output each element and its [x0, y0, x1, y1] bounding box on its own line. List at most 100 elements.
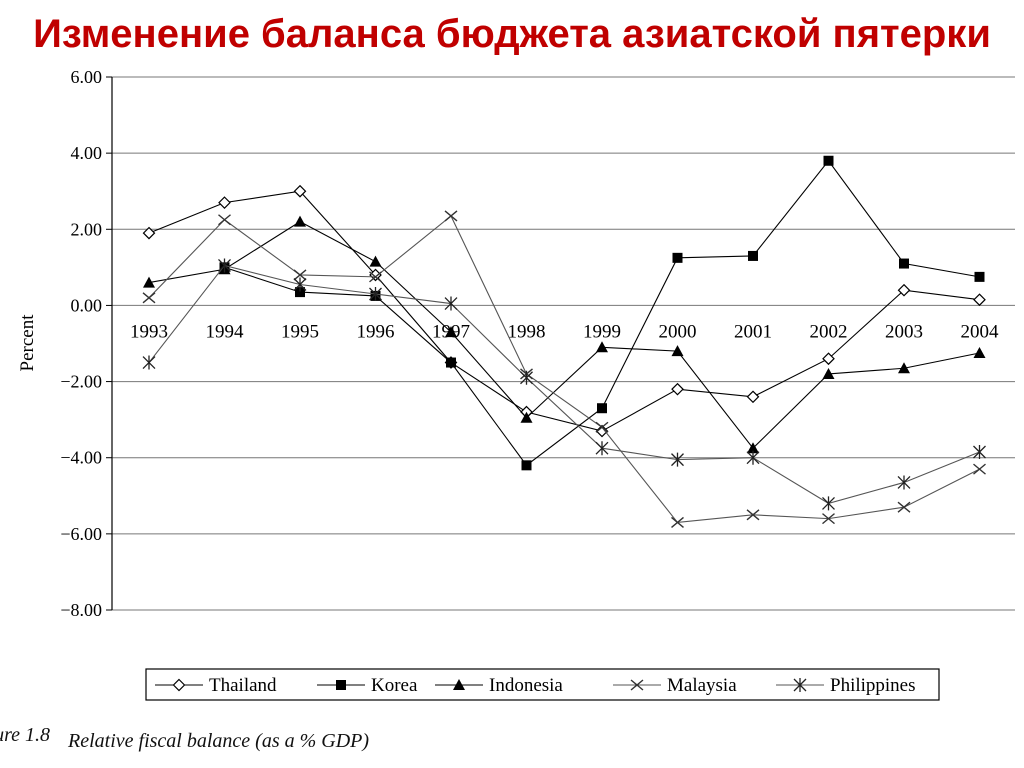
- x-tick-label: 2004: [961, 321, 1000, 342]
- data-point: [293, 269, 307, 281]
- y-tick-label: 6.00: [71, 67, 103, 87]
- y-tick-label: −2.00: [60, 372, 102, 392]
- data-point: [973, 293, 986, 307]
- data-point: [336, 680, 346, 690]
- data-point: [218, 214, 231, 226]
- x-tick-label: 1999: [583, 321, 621, 342]
- data-point: [746, 450, 760, 465]
- series-line: [224, 159, 980, 467]
- x-tick-label: 1993: [130, 321, 168, 342]
- data-point: [671, 452, 684, 467]
- data-point: [822, 352, 835, 366]
- figure-caption-text: Relative fiscal balance (as a % GDP): [68, 730, 370, 752]
- data-point: [293, 184, 307, 198]
- series-layer: [142, 155, 986, 528]
- legend-label: Malaysia: [667, 675, 737, 696]
- figure-caption: ure 1.8 Relative fiscal balance (as a % G…: [0, 724, 369, 753]
- legend-label: Philippines: [830, 675, 916, 696]
- data-point: [293, 277, 307, 292]
- data-point: [143, 276, 155, 288]
- series-philippines: [142, 258, 986, 511]
- x-tick-labels: 1993199419951996199719981999200020012002…: [130, 321, 999, 342]
- y-axis-label: Percent: [17, 314, 38, 372]
- legend-entry: Thailand: [155, 675, 277, 696]
- series-line: [148, 264, 980, 504]
- data-point: [369, 271, 382, 283]
- y-tick-label: −8.00: [60, 600, 102, 620]
- y-tick-label: 4.00: [71, 143, 103, 163]
- grid-lines: [112, 76, 1015, 611]
- data-point: [793, 678, 807, 692]
- x-tick-label: 2000: [659, 321, 697, 342]
- series-korea: [219, 155, 985, 471]
- data-point: [172, 678, 186, 692]
- data-point: [630, 679, 644, 691]
- data-point: [453, 679, 465, 690]
- y-tick-label: 0.00: [71, 295, 103, 315]
- data-point: [595, 441, 609, 456]
- data-point: [446, 357, 456, 368]
- data-point: [897, 475, 911, 490]
- data-point: [897, 283, 911, 297]
- data-point: [142, 226, 156, 240]
- data-point: [369, 287, 382, 302]
- x-tick-label: 1994: [206, 321, 245, 342]
- data-point: [295, 287, 305, 298]
- slide-title: Изменение баланса бюджета азиатской пяте…: [33, 12, 991, 56]
- legend-label: Korea: [371, 675, 418, 696]
- data-point: [595, 421, 609, 433]
- y-tick-label: −6.00: [60, 524, 102, 544]
- y-tick-labels: 6.00 4.00 2.00 0.00 −2.00 −4.00 −6.00 −8.00: [60, 67, 102, 620]
- data-point: [823, 155, 834, 166]
- series-line: [148, 190, 980, 432]
- data-point: [671, 382, 684, 396]
- data-point: [521, 460, 532, 471]
- data-point: [218, 196, 231, 209]
- data-point: [899, 258, 909, 269]
- data-point: [671, 345, 684, 357]
- x-tick-label: 2001: [734, 321, 772, 342]
- series-line: [148, 221, 980, 450]
- x-tick-label: 2002: [810, 321, 848, 342]
- series-line: [148, 215, 980, 524]
- data-point: [369, 255, 382, 267]
- data-point: [897, 501, 911, 513]
- data-point: [444, 210, 458, 222]
- data-point: [520, 370, 533, 385]
- x-tick-label: 2003: [885, 321, 923, 342]
- data-point: [597, 403, 607, 414]
- series-thailand: [142, 184, 986, 438]
- data-point: [746, 509, 760, 521]
- data-point: [973, 347, 986, 359]
- data-point: [822, 367, 835, 379]
- data-point: [595, 424, 609, 438]
- legend-entry: Philippines: [776, 675, 916, 696]
- data-point: [671, 516, 684, 528]
- data-point: [973, 463, 986, 475]
- y-tick-label: −4.00: [60, 448, 102, 468]
- series-indonesia: [143, 215, 986, 454]
- data-point: [822, 496, 835, 511]
- data-point: [142, 355, 156, 370]
- x-tick-label: 1996: [357, 321, 395, 342]
- data-point: [142, 292, 156, 304]
- data-point: [747, 442, 759, 454]
- data-point: [898, 362, 910, 374]
- legend-entry: Malaysia: [613, 675, 737, 696]
- data-point: [748, 250, 758, 261]
- y-tick-label: 2.00: [71, 219, 103, 239]
- legend-entry: Indonesia: [435, 675, 563, 696]
- legend: Thailand Korea Indonesia Malaysia Philippine…: [145, 668, 940, 701]
- legend-entry: Korea: [317, 675, 418, 696]
- x-tick-label: 1995: [281, 321, 319, 342]
- data-point: [445, 326, 457, 338]
- data-point: [672, 252, 683, 263]
- series-malaysia: [142, 210, 986, 528]
- data-point: [294, 215, 306, 227]
- x-tick-label: 1998: [508, 321, 546, 342]
- data-point: [520, 411, 533, 423]
- legend-label: Thailand: [209, 675, 277, 696]
- data-point: [746, 390, 760, 404]
- axes: [106, 76, 113, 611]
